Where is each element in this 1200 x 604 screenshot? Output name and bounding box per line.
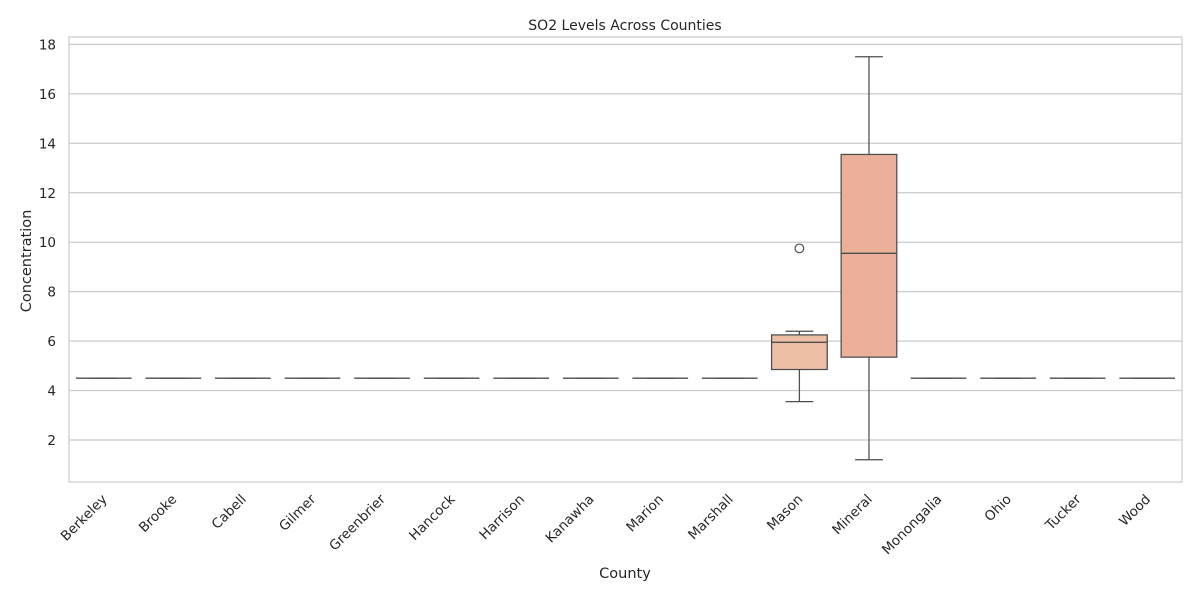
boxes bbox=[75, 56, 1176, 461]
y-tick-label: 10 bbox=[39, 235, 56, 251]
chart-title: SO2 Levels Across Counties bbox=[528, 18, 721, 34]
y-tick-label: 8 bbox=[47, 285, 56, 301]
y-tick-label: 6 bbox=[47, 334, 56, 350]
plot-area-frame bbox=[68, 36, 1183, 483]
y-axis-label: Concentration bbox=[19, 210, 35, 313]
box-group bbox=[770, 243, 828, 403]
y-tick-label: 12 bbox=[39, 186, 56, 202]
y-tick-label: 4 bbox=[47, 384, 56, 400]
box-group bbox=[840, 56, 898, 461]
outlier-point bbox=[794, 243, 805, 254]
x-axis-label: County bbox=[599, 566, 651, 582]
y-tick-label: 14 bbox=[39, 136, 56, 152]
iqr-box bbox=[840, 153, 898, 358]
y-tick-label: 16 bbox=[39, 87, 56, 103]
y-tick-label: 18 bbox=[39, 37, 56, 53]
y-tick-label: 2 bbox=[47, 433, 56, 449]
y-tick-labels: 2 4 6 8 10 12 14 16 18 bbox=[39, 37, 56, 449]
iqr-box bbox=[770, 334, 828, 371]
gridlines bbox=[69, 43, 1182, 441]
